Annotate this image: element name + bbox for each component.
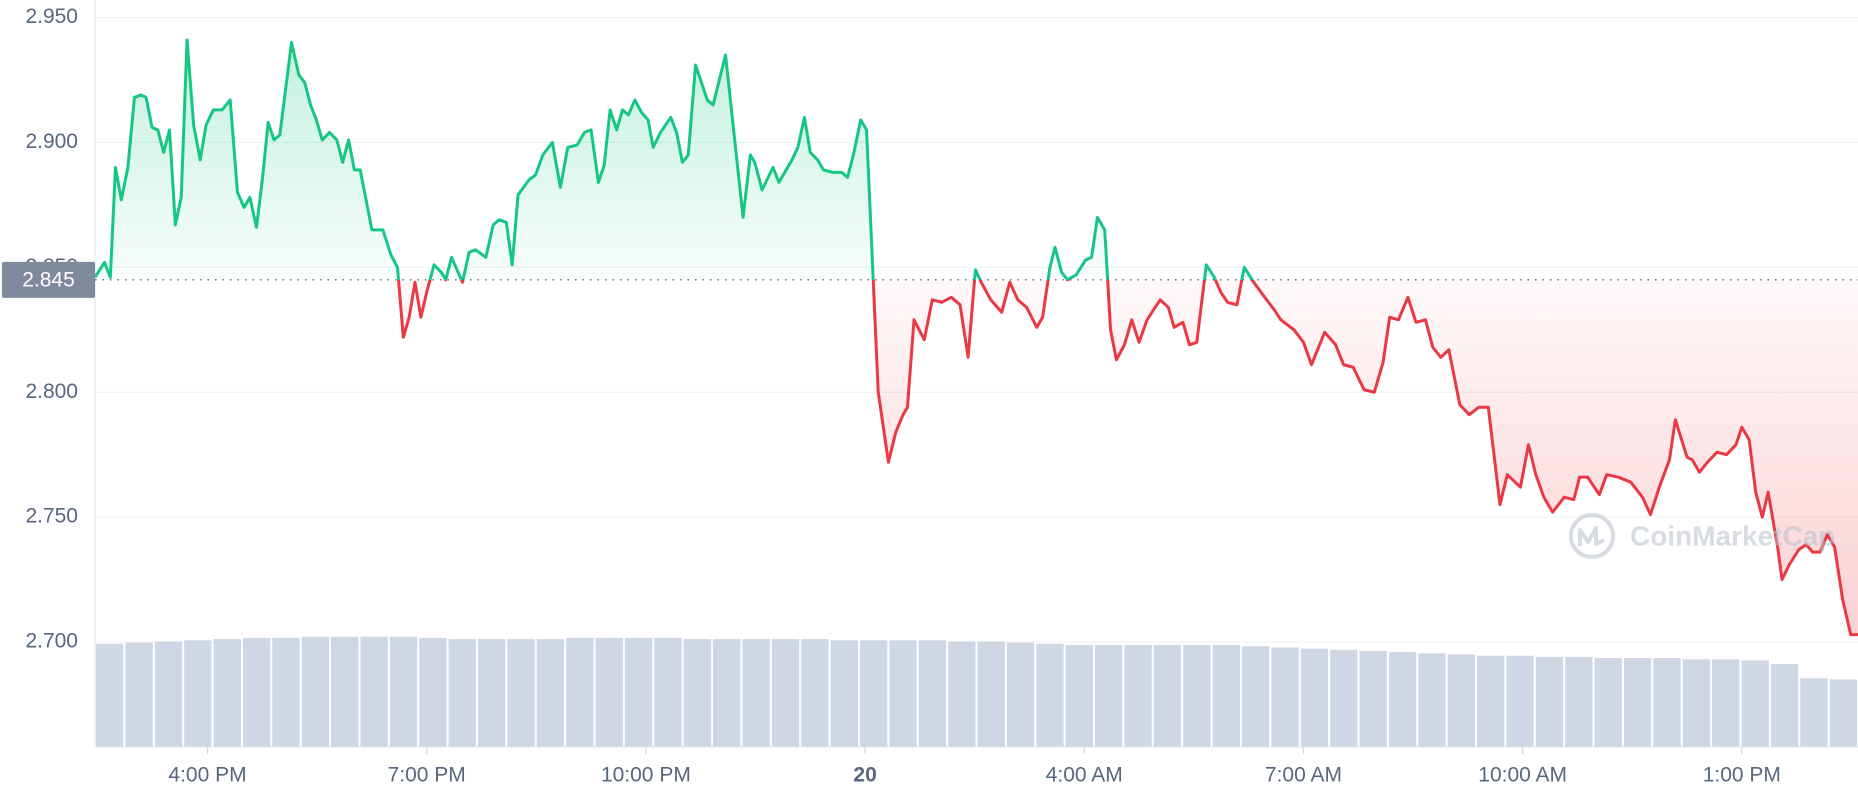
volume-bar [1800, 678, 1828, 747]
volume-bar [184, 640, 212, 747]
volume-bar [1829, 679, 1857, 747]
volume-bar [1418, 653, 1446, 747]
watermark-text: CoinMarketCap [1630, 520, 1835, 551]
volume-bar [1388, 652, 1417, 747]
volume-bar [1300, 648, 1329, 747]
volume-bar [1271, 647, 1299, 747]
price-line-above [95, 38, 1254, 280]
volume-bar [801, 639, 829, 747]
volume-bar [595, 637, 623, 747]
baseline-box [2, 261, 95, 298]
volume-bar [654, 637, 682, 747]
volume-bar [771, 639, 800, 747]
volume-bar [419, 637, 447, 747]
volume-bar [477, 639, 506, 747]
volume-bar [331, 636, 359, 747]
volume-bar [1153, 645, 1182, 747]
volume-bar [918, 640, 947, 747]
volume-bar [1447, 654, 1476, 747]
volume-bar [1535, 656, 1564, 747]
volume-bar [1359, 650, 1387, 747]
x-tick-label: 1:00 PM [1703, 764, 1781, 787]
watermark-logo [1569, 513, 1615, 559]
volume-bar [1506, 655, 1534, 747]
price-line-below [397, 279, 1858, 637]
volume-bar [1212, 645, 1240, 747]
volume-bar [272, 637, 300, 747]
volume-bar [713, 639, 741, 747]
volume-bar [125, 642, 153, 747]
x-tick-label: 20 [853, 764, 876, 787]
watermark: CoinMarketCap [1569, 513, 1835, 559]
volume-bar [566, 637, 594, 747]
volume-bar [742, 639, 770, 747]
volume-bar [1653, 658, 1681, 747]
volume-bar [360, 636, 388, 747]
volume-bar [1183, 645, 1211, 747]
area-above [95, 39, 1253, 280]
y-tick-label: 2.800 [25, 380, 78, 403]
volume-bar [1065, 645, 1094, 747]
x-tick-label: 4:00 AM [1046, 764, 1123, 787]
y-tick-label: 2.900 [25, 130, 78, 153]
volume-bar [536, 639, 565, 747]
volume-bar [1770, 664, 1799, 747]
volume-bar [1712, 659, 1740, 747]
volume-bar [389, 636, 418, 747]
volume-bar [448, 639, 476, 747]
volume-bar [1565, 656, 1593, 747]
volume-bar [242, 637, 271, 747]
volume-bar [96, 643, 124, 747]
volume-bar [1124, 645, 1152, 747]
volume-bar [1682, 659, 1711, 747]
volume-bar [1623, 658, 1652, 747]
volume-bar [1241, 646, 1270, 747]
volume-bar [859, 640, 888, 747]
volume-bar [1330, 649, 1358, 747]
volume-bar [1095, 645, 1123, 747]
area-below [95, 279, 1858, 635]
y-tick-label: 2.950 [25, 5, 78, 28]
x-tick-label: 7:00 AM [1265, 764, 1342, 787]
y-tick-label: 2.700 [25, 630, 78, 653]
volume-bar [948, 641, 976, 747]
x-tick-label: 4:00 PM [168, 764, 246, 787]
watermark-logo-mark [1578, 526, 1605, 546]
volume-bar [830, 640, 858, 747]
volume-bar [624, 637, 653, 747]
volume-bar [213, 639, 241, 747]
volume-bar [154, 641, 183, 747]
y-tick-label: 2.750 [25, 505, 78, 528]
x-tick-label: 7:00 PM [388, 764, 466, 787]
volume-bar [977, 641, 1005, 747]
volume-bar [1594, 658, 1622, 747]
volume-bar [1741, 660, 1769, 747]
volume-bar [1036, 643, 1064, 747]
volume-bar [507, 639, 535, 747]
volume-bar [301, 636, 330, 747]
baseline-label: 2.845 [22, 268, 75, 291]
x-tick-label: 10:00 PM [601, 764, 691, 787]
volume-bar [1006, 642, 1035, 747]
volume-bar [683, 639, 712, 747]
x-tick-label: 10:00 AM [1478, 764, 1567, 787]
volume-bar [889, 640, 917, 747]
volume-bar [1477, 655, 1505, 747]
